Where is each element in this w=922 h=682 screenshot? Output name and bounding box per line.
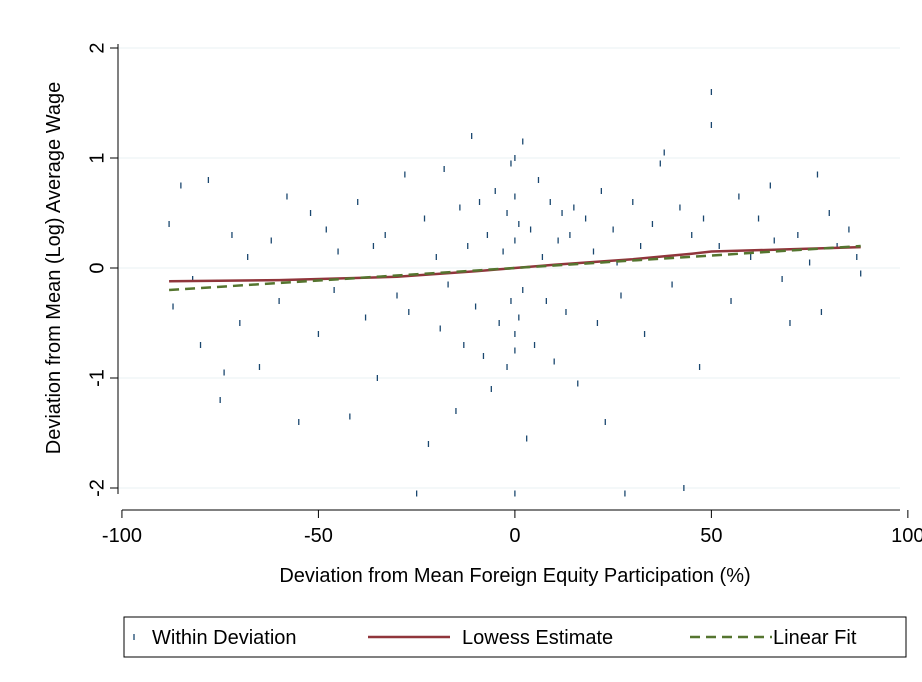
fit-line	[169, 244, 861, 292]
y-axis-label: Deviation from Mean (Log) Average Wage	[43, 82, 65, 454]
legend-label: Lowess Estimate	[462, 627, 613, 649]
x-tick-label: -50	[304, 525, 333, 547]
legend-label: Linear Fit	[773, 627, 857, 649]
legend-label: Within Deviation	[152, 627, 297, 649]
x-tick-label: 0	[509, 525, 520, 547]
y-tick-label: -2	[86, 479, 108, 497]
x-axis-label: Deviation from Mean Foreign Equity Parti…	[279, 565, 750, 587]
x-tick-label: 50	[700, 525, 722, 547]
y-tick-label: -1	[86, 369, 108, 387]
y-tick-label: 1	[86, 152, 108, 163]
y-tick-label: 0	[86, 262, 108, 273]
y-tick-label: 2	[86, 42, 108, 53]
x-tick-label: -100	[102, 525, 142, 547]
x-tick-label: 100	[891, 525, 922, 547]
legend-box	[123, 616, 907, 658]
